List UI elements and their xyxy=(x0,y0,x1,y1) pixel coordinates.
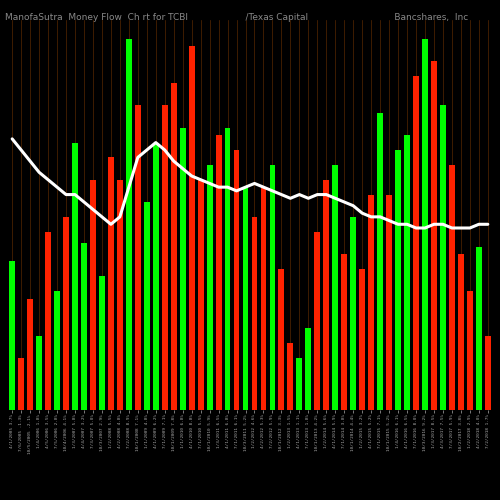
Bar xyxy=(54,291,60,410)
Bar xyxy=(234,150,239,410)
Bar xyxy=(10,262,15,410)
Bar xyxy=(422,38,428,410)
Bar xyxy=(153,142,158,410)
Bar xyxy=(90,180,96,410)
Bar xyxy=(242,187,248,410)
Bar xyxy=(395,150,401,410)
Bar xyxy=(278,269,284,410)
Bar xyxy=(449,165,455,410)
Bar xyxy=(18,358,24,410)
Bar xyxy=(81,243,87,410)
Bar xyxy=(288,343,294,410)
Bar xyxy=(117,180,123,410)
Bar xyxy=(440,106,446,410)
Bar xyxy=(171,83,176,410)
Bar xyxy=(252,217,258,410)
Bar xyxy=(467,291,473,410)
Bar xyxy=(36,336,42,410)
Bar xyxy=(314,232,320,410)
Bar xyxy=(324,180,329,410)
Bar xyxy=(180,128,186,410)
Bar xyxy=(144,202,150,410)
Bar xyxy=(45,232,51,410)
Bar xyxy=(126,38,132,410)
Bar xyxy=(206,165,212,410)
Bar xyxy=(63,217,69,410)
Bar xyxy=(270,165,276,410)
Bar xyxy=(350,217,356,410)
Bar xyxy=(431,61,437,410)
Bar xyxy=(413,76,419,410)
Bar xyxy=(99,276,105,410)
Bar xyxy=(162,106,168,410)
Text: ManofaSutra  Money Flow  Ch rt for TCBI                    /Texas Capital       : ManofaSutra Money Flow Ch rt for TCBI /T… xyxy=(5,12,468,22)
Bar xyxy=(198,180,203,410)
Bar xyxy=(360,269,365,410)
Bar xyxy=(216,135,222,410)
Bar xyxy=(377,113,383,410)
Bar xyxy=(306,328,311,410)
Bar xyxy=(332,165,338,410)
Bar xyxy=(296,358,302,410)
Bar xyxy=(108,158,114,410)
Bar xyxy=(476,246,482,410)
Bar xyxy=(189,46,194,410)
Bar xyxy=(260,187,266,410)
Bar xyxy=(485,336,490,410)
Bar xyxy=(342,254,347,410)
Bar xyxy=(135,106,140,410)
Bar xyxy=(368,194,374,410)
Bar xyxy=(458,254,464,410)
Bar xyxy=(404,135,410,410)
Bar xyxy=(386,194,392,410)
Bar xyxy=(224,128,230,410)
Bar xyxy=(72,142,78,410)
Bar xyxy=(27,298,33,410)
